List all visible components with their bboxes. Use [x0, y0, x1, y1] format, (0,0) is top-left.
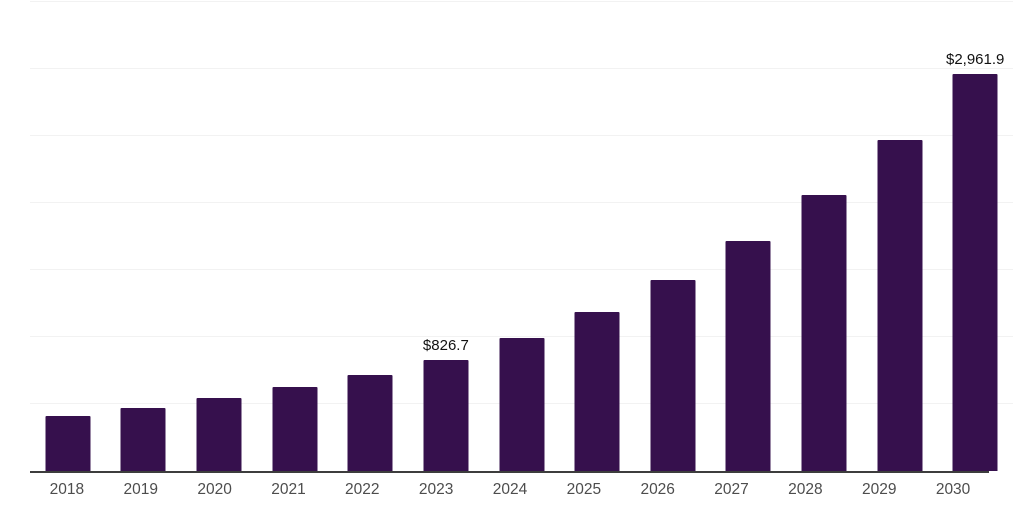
- plot-area: $826.7 $2,961.9: [30, 1, 1013, 471]
- gridline: [30, 68, 1013, 69]
- x-tick-label-2026: 2026: [640, 481, 675, 498]
- x-axis-labels: 2018 2019 2020 2021 2022 2023 2024 2025 2026 2027…: [30, 479, 990, 503]
- bars: $826.7 $2,961.9: [30, 2, 1013, 471]
- gridline: [30, 269, 1013, 270]
- gridline: [30, 336, 1013, 337]
- x-tick-label-2024: 2024: [492, 481, 528, 498]
- bar-2018[interactable]: [45, 415, 91, 471]
- bar-2028[interactable]: [801, 195, 847, 471]
- x-tick-label-2023: 2023: [418, 481, 454, 498]
- bar-2023[interactable]: [423, 360, 469, 471]
- bar-value-label-2023: $826.7: [422, 337, 469, 355]
- x-tick-label-2027: 2027: [714, 481, 749, 498]
- bar-value-label-2030: $2,961.9: [945, 51, 1005, 69]
- x-tick-label-2022: 2022: [345, 481, 380, 498]
- x-tick-label-2020: 2020: [197, 481, 232, 498]
- bar-2022[interactable]: [347, 374, 393, 471]
- x-tick-label-2018: 2018: [49, 481, 85, 498]
- bar-2030[interactable]: [952, 74, 998, 471]
- gridline: [30, 202, 1013, 203]
- x-tick-label-2019: 2019: [123, 481, 159, 498]
- bar-2026[interactable]: [650, 279, 696, 471]
- x-tick-label-2030: 2030: [935, 481, 971, 498]
- bar-2027[interactable]: [725, 241, 771, 471]
- gridline: [30, 1, 1013, 2]
- x-tick-label-2029: 2029: [861, 481, 897, 498]
- bar-2025[interactable]: [574, 311, 620, 471]
- x-tick-label-2028: 2028: [788, 481, 823, 498]
- bar-2021[interactable]: [272, 387, 318, 471]
- gridline: [30, 135, 1013, 136]
- x-tick-label-2021: 2021: [271, 481, 306, 498]
- x-tick-label-2025: 2025: [566, 481, 602, 498]
- bar-2019[interactable]: [120, 407, 166, 471]
- bar-2029[interactable]: [877, 140, 923, 471]
- x-axis-line: [30, 471, 989, 473]
- bar-2024[interactable]: [499, 338, 544, 471]
- bar-2020[interactable]: [196, 398, 242, 471]
